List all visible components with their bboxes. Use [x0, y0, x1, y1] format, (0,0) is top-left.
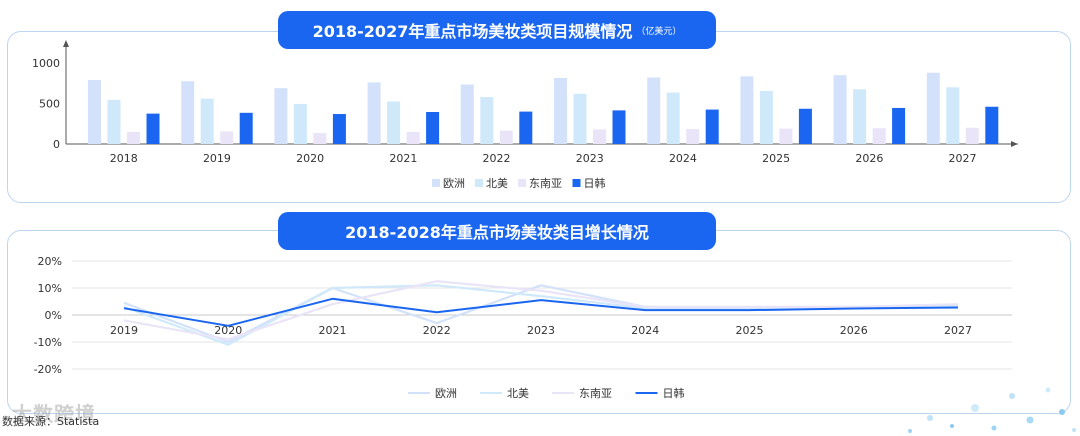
bar-legend-label: 日韩 [584, 176, 606, 190]
bar-2020-日韩 [332, 114, 346, 144]
bar-chart-title-pill: 2018-2027年重点市场美妆类项目规模情况 （亿美元） [278, 11, 716, 49]
bar-2027-欧洲 [926, 72, 940, 144]
bar-2019-东南亚 [220, 131, 234, 144]
bar-2021-日韩 [426, 112, 440, 144]
bar-2026-日韩 [892, 107, 906, 144]
bar-2018-东南亚 [127, 131, 140, 144]
bar-x-tick-label: 2026 [855, 152, 883, 165]
bar-2022-欧洲 [460, 84, 474, 144]
bar-2019-北美 [200, 98, 214, 144]
bar-legend-swatch [572, 179, 581, 187]
bar-2024-日韩 [705, 109, 719, 144]
bar-2024-北美 [666, 92, 680, 144]
line-chart-title: 2018-2028年重点市场美妆类目增长情况 [345, 223, 649, 242]
line-y-tick-label: 0% [45, 309, 62, 322]
bar-2027-北美 [946, 87, 960, 144]
bar-2025-日韩 [798, 108, 812, 144]
watermark-logo: 大数跨境 [12, 402, 96, 426]
bar-x-tick-label: 2024 [669, 152, 697, 165]
decorative-dots-icon [908, 387, 1076, 433]
bar-2025-北美 [759, 90, 773, 144]
bar-x-tick-label: 2023 [576, 152, 604, 165]
line-y-tick-label: -10% [34, 336, 62, 349]
bar-chart-title: 2018-2027年重点市场美妆类项目规模情况 [312, 22, 633, 41]
bar-x-tick-label: 2021 [389, 152, 417, 165]
bar-2021-北美 [387, 101, 401, 144]
bar-2027-东南亚 [965, 127, 979, 144]
bar-2026-北美 [853, 89, 867, 144]
bar-2020-北美 [293, 103, 307, 144]
line-legend-label: 日韩 [663, 386, 685, 400]
line-legend-label: 东南亚 [579, 387, 612, 400]
bar-2022-东南亚 [499, 130, 513, 144]
bar-y-tick-label: 1000 [32, 57, 60, 70]
line-x-tick-label: 2027 [944, 324, 972, 337]
bar-2019-日韩 [239, 112, 253, 144]
line-y-tick-label: 10% [38, 282, 62, 295]
bar-2019-欧洲 [181, 81, 195, 144]
bar-2023-欧洲 [554, 77, 567, 144]
bar-y-axis-arrow [63, 40, 69, 47]
bar-2025-东南亚 [779, 128, 793, 144]
line-x-tick-label: 2022 [423, 324, 451, 337]
line-x-tick-label: 2026 [840, 324, 868, 337]
bar-legend-swatch [432, 179, 440, 187]
bar-legend-swatch [518, 179, 526, 187]
bar-2018-北美 [107, 99, 121, 144]
bar-chart: 0 500 1000 2018 2019 2020 2021 2022 2023 2024 2025… [32, 40, 1018, 190]
line-x-tick-label: 2019 [110, 324, 138, 337]
bar-x-tick-label: 2025 [762, 152, 790, 165]
bar-legend-label: 东南亚 [529, 177, 562, 190]
line-series-东南亚 [123, 280, 959, 341]
bar-2020-东南亚 [313, 133, 327, 144]
bar-2025-欧洲 [740, 76, 754, 144]
bar-y-tick-label: 500 [39, 98, 60, 111]
line-chart-title-pill: 2018-2028年重点市场美妆类目增长情况 [278, 212, 716, 250]
bar-legend-swatch [475, 179, 483, 187]
line-x-tick-label: 2024 [631, 324, 659, 337]
bar-x-tick-label: 2018 [110, 152, 138, 165]
bar-2026-东南亚 [872, 128, 886, 144]
bar-y-tick-label: 0 [53, 138, 60, 151]
line-x-tick-label: 2021 [319, 324, 347, 337]
line-series-日韩 [123, 297, 959, 327]
line-x-tick-label: 2020 [214, 324, 242, 337]
bar-2022-日韩 [519, 111, 533, 144]
line-y-tick-label: -20% [34, 363, 62, 376]
bar-x-tick-label: 2022 [483, 152, 511, 165]
bar-2027-日韩 [985, 106, 999, 144]
bar-legend-label: 欧洲 [443, 177, 465, 190]
bar-2024-欧洲 [647, 77, 661, 144]
bar-2023-北美 [573, 93, 587, 144]
line-legend-label: 欧洲 [435, 387, 457, 400]
bar-2024-东南亚 [686, 129, 700, 144]
bar-x-tick-label: 2027 [949, 152, 977, 165]
data-source: 数据来源：Statista [2, 415, 100, 428]
line-x-tick-label: 2025 [736, 324, 764, 337]
bar-x-axis-arrow [1011, 141, 1018, 147]
line-x-tick-label: 2023 [527, 324, 555, 337]
line-y-tick-label: 20% [38, 255, 62, 268]
bar-chart-unit: （亿美元） [636, 26, 682, 37]
bar-2026-欧洲 [833, 75, 847, 144]
bar-2020-欧洲 [274, 88, 288, 144]
bar-2021-东南亚 [406, 131, 420, 144]
bar-2023-日韩 [612, 110, 626, 144]
bar-2023-东南亚 [593, 129, 606, 144]
bar-x-tick-label: 2020 [296, 152, 324, 165]
line-legend-label: 北美 [507, 387, 529, 400]
bar-x-tick-label: 2019 [203, 152, 231, 165]
bar-2022-北美 [480, 97, 494, 144]
bar-legend-label: 北美 [486, 177, 508, 190]
bar-2018-欧洲 [88, 80, 101, 144]
bar-2021-欧洲 [367, 82, 381, 144]
bar-2018-日韩 [146, 113, 160, 144]
